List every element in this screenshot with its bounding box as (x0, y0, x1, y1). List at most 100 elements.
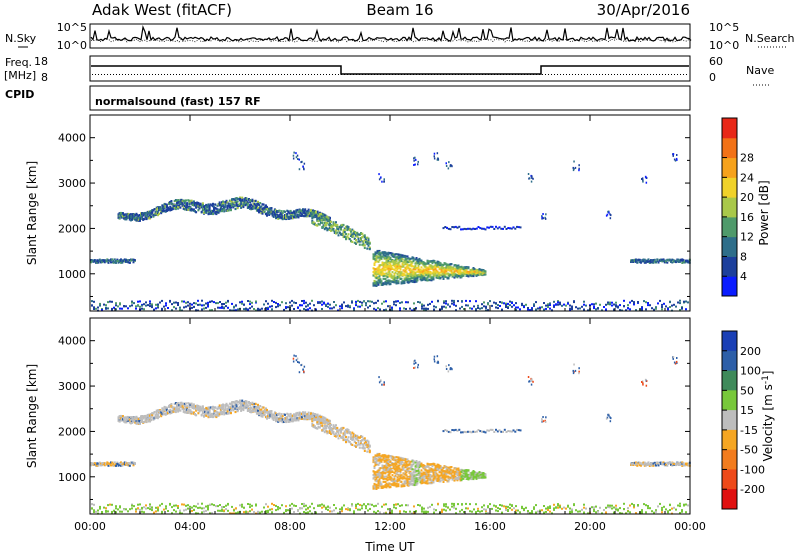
power-cell (386, 273, 389, 276)
velocity-cell (527, 510, 529, 512)
power-cell (282, 215, 285, 218)
power-cell (115, 260, 117, 263)
power-cell (197, 303, 199, 306)
velocity-cell (543, 511, 545, 514)
power-cell (663, 259, 666, 262)
power-cell (669, 301, 671, 304)
power-cell (149, 305, 151, 308)
power-cell (197, 209, 200, 212)
power-cell (675, 157, 678, 160)
power-cell (187, 208, 190, 211)
power-cell (135, 305, 137, 308)
velocity-cell (191, 509, 193, 512)
power-cell (298, 209, 301, 212)
power-cell (429, 271, 432, 274)
power-cell (345, 225, 347, 228)
power-cell (275, 209, 277, 212)
velocity-cell (663, 462, 666, 465)
power-cell (122, 215, 124, 218)
power-cell (465, 269, 468, 272)
power-cell (636, 261, 639, 264)
velocity-cell (511, 508, 513, 511)
velocity-cell (152, 418, 155, 421)
power-cell (249, 204, 252, 207)
velocity-cell (304, 412, 307, 415)
velocity-cell (652, 464, 655, 467)
power-cell (125, 214, 128, 217)
power-cell (152, 209, 155, 212)
velocity-cell (269, 410, 272, 413)
power-cell (545, 307, 547, 310)
power-cell (217, 211, 220, 214)
velocity-cell (240, 409, 243, 412)
velocity-cell (391, 511, 393, 514)
velocity-cell (170, 405, 173, 408)
power-cell (674, 159, 677, 162)
velocity-cell (258, 411, 261, 414)
power-cell (323, 218, 326, 221)
velocity-cell (201, 511, 203, 514)
velocity-cell (549, 510, 551, 513)
power-cell (470, 228, 473, 231)
power-cell (240, 204, 243, 207)
power-cell (661, 308, 663, 311)
velocity-cell (511, 505, 513, 507)
power-cell (483, 301, 485, 304)
velocity-cell (198, 406, 201, 409)
power-cell (291, 217, 294, 220)
power-cell (445, 162, 447, 165)
power-cell (473, 305, 475, 308)
power-cell (171, 206, 174, 209)
velocity-cell (205, 412, 208, 415)
power-cell (331, 307, 333, 310)
velocity-cell (204, 410, 207, 413)
colorbar-segment (722, 236, 737, 257)
velocity-cell (230, 412, 232, 415)
velocity-cell (217, 509, 219, 512)
velocity-cell (415, 510, 417, 513)
velocity-cell (125, 417, 128, 420)
power-cell (289, 301, 291, 304)
power-cell (333, 306, 335, 309)
power-cell (509, 300, 511, 303)
power-cell (230, 209, 232, 212)
power-cell (167, 307, 169, 309)
velocity-cell (677, 464, 680, 466)
colorbar-tick-label: 16 (740, 211, 754, 224)
power-cell (179, 201, 182, 204)
velocity-cell (233, 404, 236, 407)
velocity-cell (477, 507, 479, 510)
velocity-cell (455, 512, 457, 515)
velocity-cell (263, 409, 266, 412)
velocity-cell (317, 504, 319, 507)
power-cell (683, 261, 686, 264)
velocity-cell (553, 503, 555, 506)
power-cell (367, 244, 370, 247)
power-cell (321, 217, 324, 220)
power-cell (365, 304, 367, 307)
power-cell (509, 227, 511, 230)
power-cell (469, 300, 471, 303)
power-cell (641, 177, 644, 180)
power-cell (317, 212, 320, 215)
power-cell (327, 217, 330, 220)
power-cell (487, 303, 489, 306)
velocity-cell (637, 462, 640, 465)
power-cell (383, 178, 385, 181)
power-cell (128, 261, 131, 264)
power-cell (638, 261, 641, 264)
power-cell (311, 219, 314, 222)
power-cell (233, 198, 236, 201)
power-cell (415, 267, 418, 270)
velocity-cell (105, 463, 107, 466)
velocity-cell (617, 509, 619, 512)
power-cell (271, 299, 273, 302)
velocity-cell (385, 512, 387, 515)
velocity-cell (633, 463, 636, 466)
power-cell (423, 304, 425, 307)
velocity-cell (177, 507, 179, 509)
power-cell (415, 158, 417, 161)
power-cell (380, 257, 383, 260)
power-cell (656, 258, 659, 261)
velocity-cell (197, 405, 200, 408)
